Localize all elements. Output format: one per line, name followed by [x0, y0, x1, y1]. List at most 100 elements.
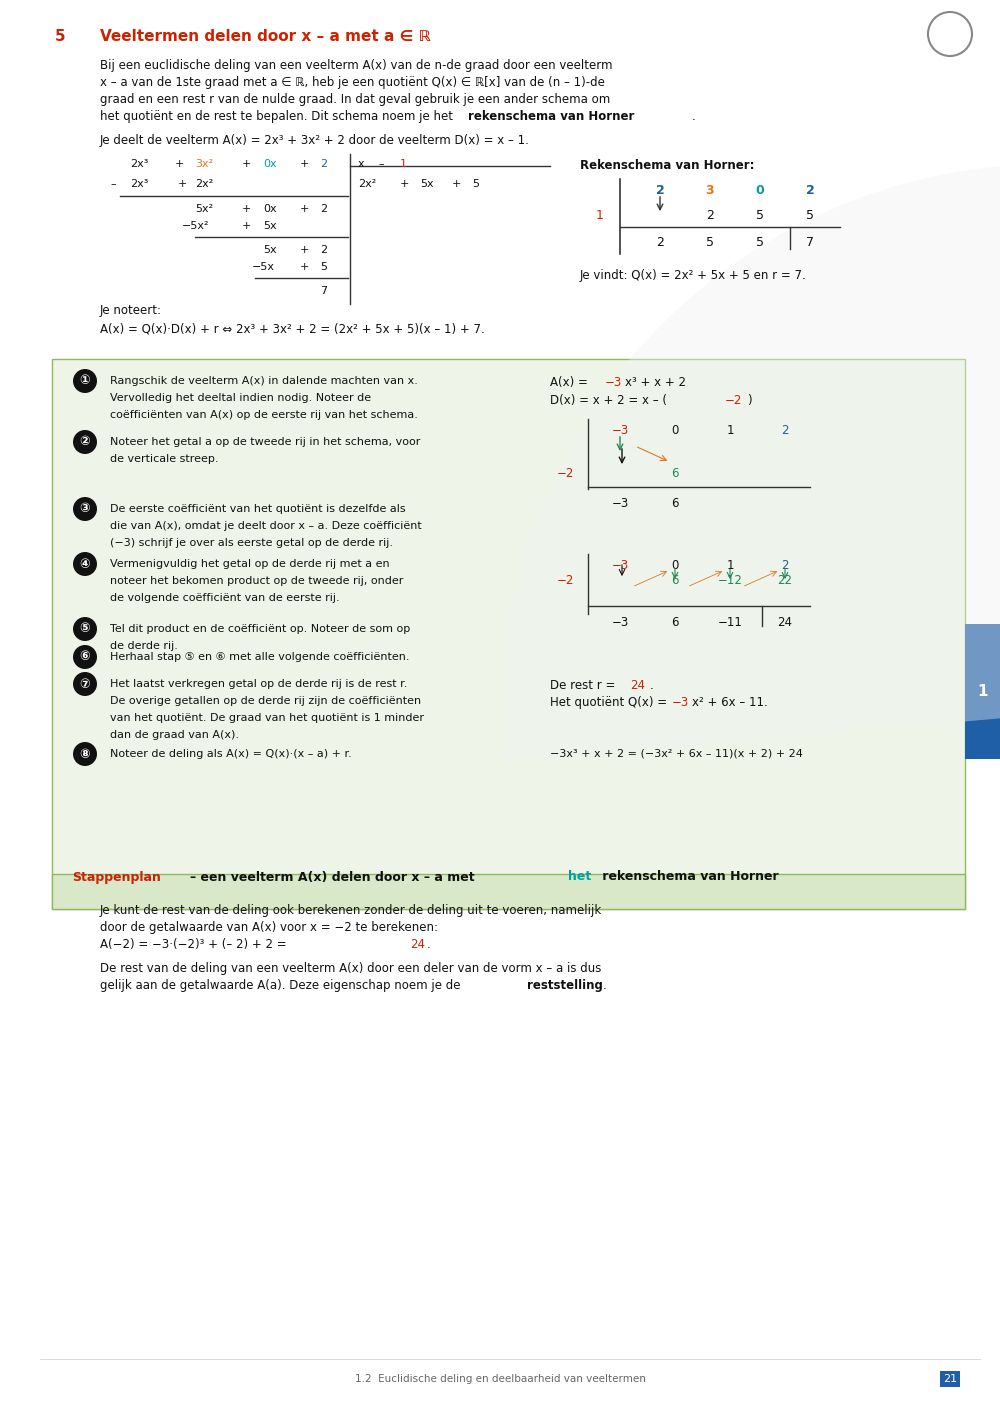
Text: +: +	[242, 158, 251, 170]
Text: ④: ④	[80, 557, 90, 570]
Text: door de getalwaarde van A(x) voor x = −2 te berekenen:: door de getalwaarde van A(x) voor x = −2…	[100, 921, 438, 935]
Text: 2: 2	[320, 245, 327, 255]
Text: 0: 0	[671, 424, 679, 437]
Text: Noteer het getal a op de tweede rij in het schema, voor: Noteer het getal a op de tweede rij in h…	[110, 437, 420, 447]
Text: −3: −3	[605, 376, 622, 389]
Text: 2x³: 2x³	[130, 180, 148, 189]
Text: Vervolledig het deeltal indien nodig. Noteer de: Vervolledig het deeltal indien nodig. No…	[110, 393, 371, 403]
Text: 0x: 0x	[263, 158, 277, 170]
Text: de derde rij.: de derde rij.	[110, 641, 178, 650]
Circle shape	[73, 496, 97, 520]
Circle shape	[73, 551, 97, 575]
Text: Je kunt de rest van de deling ook berekenen zonder de deling uit te voeren, name: Je kunt de rest van de deling ook bereke…	[100, 904, 602, 918]
Text: .: .	[650, 679, 654, 691]
Text: −5x²: −5x²	[182, 221, 210, 230]
Text: 7: 7	[320, 286, 327, 296]
Text: Rangschik de veelterm A(x) in dalende machten van x.: Rangschik de veelterm A(x) in dalende ma…	[110, 376, 418, 386]
Circle shape	[73, 672, 97, 696]
Text: rekenschema van Horner: rekenschema van Horner	[598, 871, 779, 884]
Text: ①: ①	[80, 375, 90, 387]
Text: 2: 2	[320, 158, 327, 170]
Text: 5x²: 5x²	[195, 204, 213, 214]
Text: x³ + x + 2: x³ + x + 2	[625, 376, 686, 389]
Text: 5: 5	[756, 236, 764, 249]
Text: ③: ③	[80, 502, 90, 516]
Text: Bij een euclidische deling van een veelterm A(x) van de n-de graad door een veel: Bij een euclidische deling van een veelt…	[100, 59, 612, 72]
Text: ⑦: ⑦	[80, 677, 90, 690]
Text: Herhaal stap ⑤ en ⑥ met alle volgende coëfficiënten.: Herhaal stap ⑤ en ⑥ met alle volgende co…	[110, 652, 410, 662]
Text: 6: 6	[671, 617, 679, 629]
Text: Het laatst verkregen getal op de derde rij is de rest r.: Het laatst verkregen getal op de derde r…	[110, 679, 407, 689]
Text: ⑧: ⑧	[80, 748, 90, 761]
Text: graad en een rest r van de nulde graad. In dat geval gebruik je een ander schema: graad en een rest r van de nulde graad. …	[100, 93, 610, 106]
Text: A(−2) = −3·(−2)³ + (– 2) + 2 =: A(−2) = −3·(−2)³ + (– 2) + 2 =	[100, 937, 290, 952]
Text: Veeltermen delen door x – a met a ∈ ℝ: Veeltermen delen door x – a met a ∈ ℝ	[100, 30, 431, 44]
Text: x² + 6x – 11.: x² + 6x – 11.	[692, 696, 768, 708]
Text: (−3) schrijf je over als eerste getal op de derde rij.: (−3) schrijf je over als eerste getal op…	[110, 537, 393, 549]
Text: 2: 2	[781, 424, 789, 437]
Text: ②: ②	[80, 436, 90, 448]
Text: −2: −2	[556, 574, 574, 587]
Text: De rest r =: De rest r =	[550, 679, 619, 691]
Text: het: het	[568, 871, 591, 884]
Text: 5: 5	[320, 262, 327, 271]
Text: 5: 5	[706, 236, 714, 249]
Text: 6: 6	[671, 574, 679, 587]
Text: +: +	[452, 180, 461, 189]
Bar	[52, 874, 965, 909]
Text: dan de graad van A(x).: dan de graad van A(x).	[110, 730, 239, 740]
Circle shape	[73, 617, 97, 641]
Text: −3x³ + x + 2 = (−3x² + 6x – 11)(x + 2) + 24: −3x³ + x + 2 = (−3x² + 6x – 11)(x + 2) +…	[550, 749, 803, 759]
Text: A(x) = Q(x)·D(x) + r ⇔ 2x³ + 3x² + 2 = (2x² + 5x + 5)(x – 1) + 7.: A(x) = Q(x)·D(x) + r ⇔ 2x³ + 3x² + 2 = (…	[100, 322, 485, 335]
Text: van het quotiënt. De graad van het quotiënt is 1 minder: van het quotiënt. De graad van het quoti…	[110, 713, 424, 723]
Text: 24: 24	[630, 679, 645, 691]
Text: Het quotiënt Q(x) =: Het quotiënt Q(x) =	[550, 696, 671, 708]
Text: Je deelt de veelterm A(x) = 2x³ + 3x² + 2 door de veelterm D(x) = x – 1.: Je deelt de veelterm A(x) = 2x³ + 3x² + …	[100, 134, 530, 147]
Text: 22: 22	[778, 574, 792, 587]
Text: +: +	[300, 158, 309, 170]
Text: ): )	[747, 395, 752, 407]
Text: ⑤: ⑤	[80, 622, 90, 635]
Text: 3: 3	[706, 184, 714, 197]
Text: +: +	[175, 158, 184, 170]
Bar	[965, 624, 1000, 759]
Text: noteer het bekomen product op de tweede rij, onder: noteer het bekomen product op de tweede …	[110, 575, 403, 585]
Text: 2: 2	[706, 209, 714, 222]
Text: +: +	[300, 204, 309, 214]
Circle shape	[73, 645, 97, 669]
Text: 3x²: 3x²	[195, 158, 213, 170]
Text: 0: 0	[756, 184, 764, 197]
Text: 24: 24	[778, 617, 792, 629]
Text: .: .	[427, 937, 431, 952]
Text: 5x: 5x	[420, 180, 434, 189]
Text: reststelling: reststelling	[527, 978, 603, 993]
Text: 2: 2	[781, 559, 789, 573]
Text: x – a van de 1ste graad met a ∈ ℝ, heb je een quotiënt Q(x) ∈ ℝ[x] van de (n – 1: x – a van de 1ste graad met a ∈ ℝ, heb j…	[100, 76, 605, 89]
Text: 21: 21	[943, 1374, 957, 1384]
Text: 1: 1	[726, 424, 734, 437]
Text: 1: 1	[596, 209, 604, 222]
Circle shape	[73, 430, 97, 454]
Text: .: .	[603, 978, 607, 993]
Text: 6: 6	[671, 467, 679, 479]
Text: De eerste coëfficiënt van het quotiënt is dezelfde als: De eerste coëfficiënt van het quotiënt i…	[110, 503, 406, 515]
Text: 5x: 5x	[263, 221, 277, 230]
Text: x: x	[358, 158, 365, 170]
Text: +: +	[178, 180, 187, 189]
Text: −3: −3	[672, 696, 689, 708]
Text: die van A(x), omdat je deelt door x – a. Deze coëfficiënt: die van A(x), omdat je deelt door x – a.…	[110, 520, 422, 532]
Text: +: +	[242, 204, 251, 214]
Text: 6: 6	[671, 496, 679, 510]
Text: 2x²: 2x²	[358, 180, 376, 189]
Text: gelijk aan de getalwaarde A(a). Deze eigenschap noem je de: gelijk aan de getalwaarde A(a). Deze eig…	[100, 978, 464, 993]
Text: 2: 2	[320, 204, 327, 214]
Text: 5: 5	[472, 180, 479, 189]
Text: Noteer de deling als A(x) = Q(x)·(x – a) + r.: Noteer de deling als A(x) = Q(x)·(x – a)…	[110, 749, 352, 759]
Text: – een veelterm A(x) delen door x – a met: – een veelterm A(x) delen door x – a met	[190, 871, 479, 884]
Text: het quotiënt en de rest te bepalen. Dit schema noem je het: het quotiënt en de rest te bepalen. Dit …	[100, 110, 457, 123]
Text: 5x: 5x	[263, 245, 277, 255]
Text: 5: 5	[756, 209, 764, 222]
Text: Je noteert:: Je noteert:	[100, 304, 162, 317]
Text: Je vindt: Q(x) = 2x² + 5x + 5 en r = 7.: Je vindt: Q(x) = 2x² + 5x + 5 en r = 7.	[580, 269, 807, 281]
Text: −3: −3	[611, 559, 629, 573]
